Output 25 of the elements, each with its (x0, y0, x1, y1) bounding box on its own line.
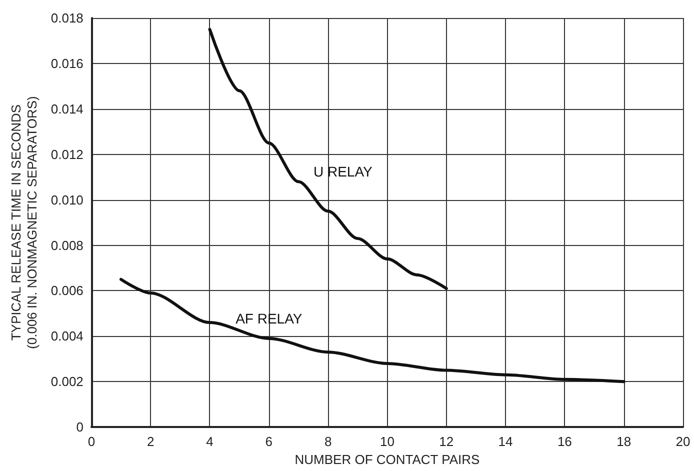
x-tick-label: 10 (380, 434, 394, 450)
x-tick-label: 8 (324, 434, 332, 450)
line-series (208, 28, 448, 290)
y-tick-label: 0.002 (50, 374, 84, 390)
y-tick-label: 0.012 (50, 146, 84, 162)
y-tick-label: 0.018 (50, 10, 84, 26)
x-tick-label: 14 (498, 434, 513, 450)
y-tick-label: 0.010 (50, 192, 84, 208)
y-tick-label: 0.014 (50, 101, 84, 116)
y-axis-title: TYPICAL RELEASE TIME IN SECONDS (0.006 IN. NONMAGNETIC SEPARATORS) (8, 96, 40, 349)
y-tick-label: 0.004 (50, 328, 84, 344)
x-tick-label: 18 (616, 434, 632, 450)
y-tick-label: 0.008 (50, 238, 84, 253)
x-tick-label: 6 (265, 434, 273, 450)
x-tick-label: 16 (557, 434, 572, 450)
x-axis-title: NUMBER OF CONTACT PAIRS (294, 452, 480, 467)
y-tick-label: 0 (76, 420, 84, 435)
y-tick-label: 0.006 (50, 283, 84, 298)
x-tick-label: 2 (146, 434, 154, 450)
x-tick-label: 20 (676, 434, 690, 450)
x-tick-label: 4 (206, 434, 214, 450)
line-series (120, 278, 626, 384)
y-tick-label: 0.016 (50, 56, 84, 71)
x-tick-label: 0 (88, 434, 96, 450)
x-tick-label: 12 (439, 434, 454, 450)
